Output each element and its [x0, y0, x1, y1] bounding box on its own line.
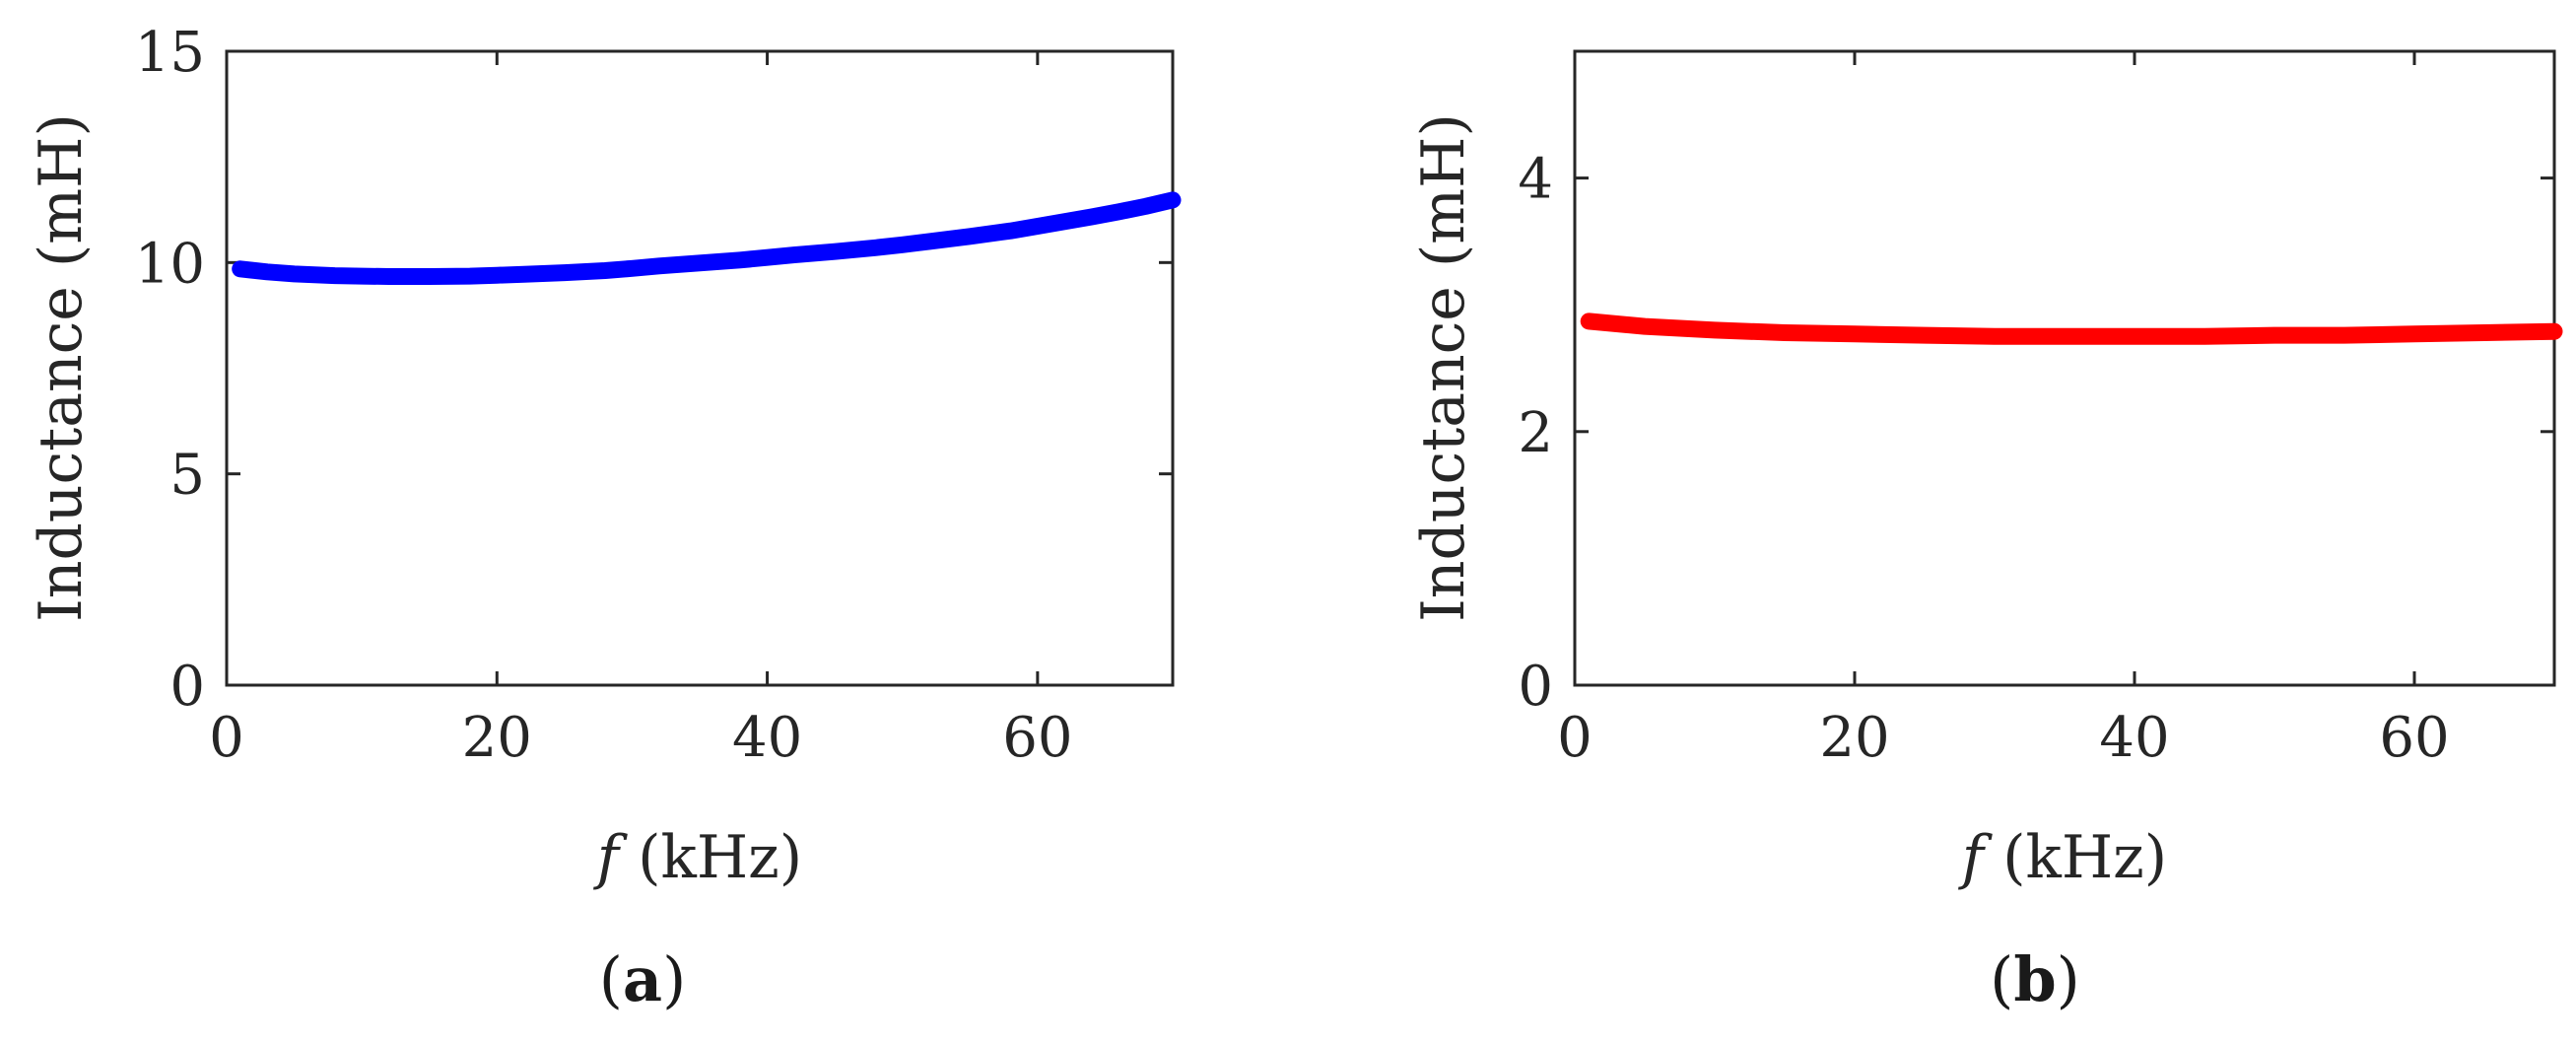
- y-axis-label: Inductance (mH): [1409, 113, 1478, 622]
- y-tick-label: 15: [135, 21, 205, 85]
- y-tick-label: 4: [1518, 148, 1553, 212]
- x-tick-label: 60: [1002, 706, 1072, 770]
- x-axis-unit: (kHz): [638, 823, 802, 892]
- y-tick-label: 5: [169, 444, 205, 508]
- series-line-b: [1580, 313, 2563, 345]
- y-axis-label: Inductance (mH): [27, 113, 96, 622]
- x-tick-label: 0: [1557, 706, 1593, 770]
- x-tick-label: 40: [2099, 706, 2169, 770]
- x-tick-label: 40: [732, 706, 802, 770]
- x-axis-unit: (kHz): [2002, 823, 2167, 892]
- x-axis-label: f (kHz): [1958, 823, 2167, 892]
- y-tick-label: 0: [1518, 655, 1553, 719]
- x-axis-label: f (kHz): [593, 823, 802, 892]
- y-tick-label: 2: [1518, 401, 1553, 465]
- x-tick-label: 20: [462, 706, 532, 770]
- x-tick-label: 60: [2379, 706, 2449, 770]
- plot-frame: [1573, 49, 2556, 687]
- series-line-a: [232, 191, 1182, 285]
- panel-label: (a): [599, 943, 687, 1015]
- y-tick-label: 0: [169, 655, 205, 719]
- chart-panel-b: 0 20 40 60 0 2 4 f (kHz) Inductance (mH) (b): [1409, 49, 2563, 1015]
- panel-letter: b: [2013, 943, 2056, 1015]
- panel-label: (b): [1990, 943, 2080, 1015]
- y-tick-label: 10: [135, 232, 205, 296]
- plot-frame: [225, 49, 1175, 687]
- panel-letter: a: [623, 943, 662, 1015]
- chart-panel-a: 0 20 40 60 0 5 10 15 f (kHz) Inductance (mH) (a): [27, 21, 1182, 1015]
- x-tick-label: 0: [209, 706, 244, 770]
- x-tick-label: 20: [1819, 706, 1889, 770]
